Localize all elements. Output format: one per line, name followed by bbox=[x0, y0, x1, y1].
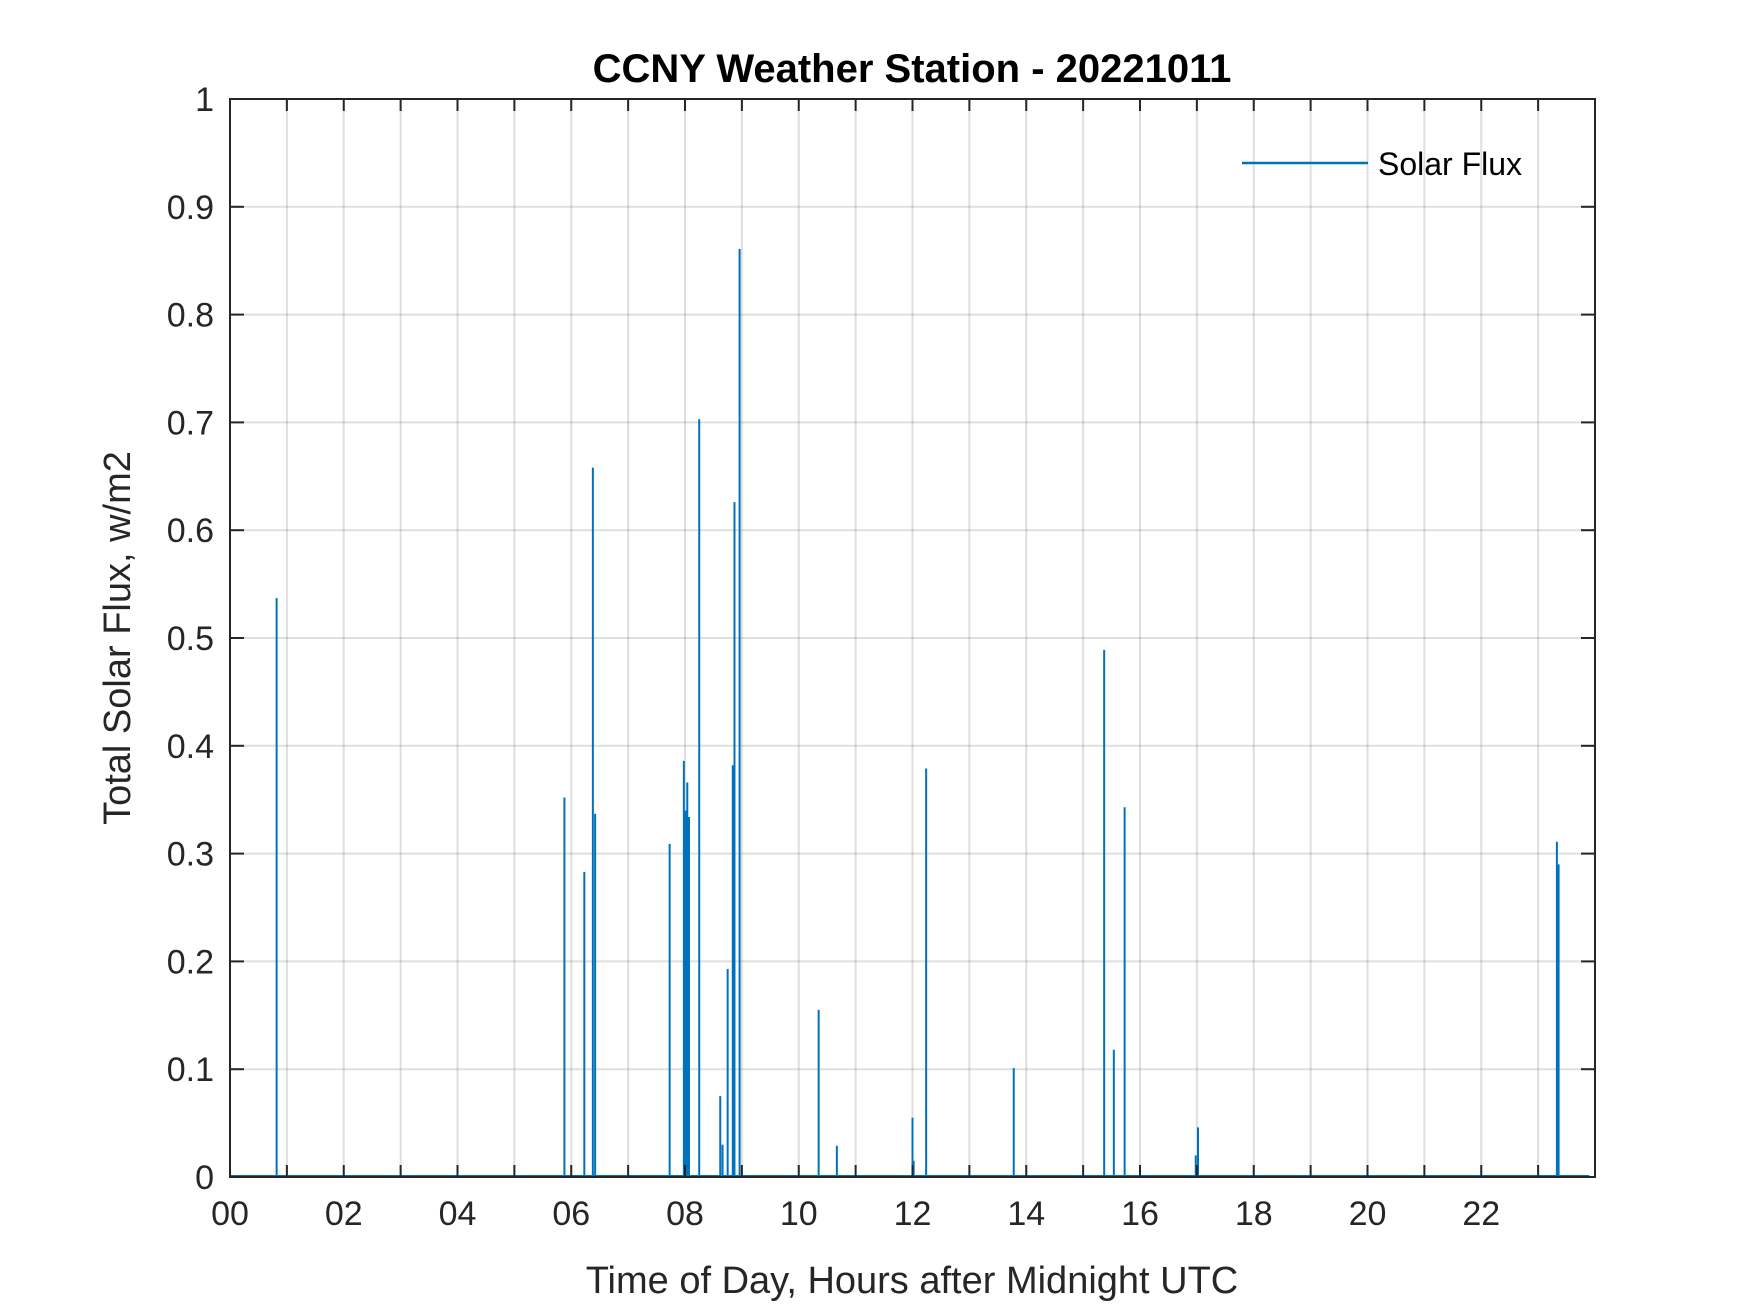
x-tick-label: 16 bbox=[1121, 1195, 1159, 1233]
x-axis-label: Time of Day, Hours after Midnight UTC bbox=[586, 1260, 1239, 1302]
x-tick-label: 08 bbox=[666, 1195, 704, 1233]
y-tick-label: 0.4 bbox=[167, 728, 214, 766]
x-tick-label: 06 bbox=[552, 1195, 590, 1233]
x-tick-label: 14 bbox=[1007, 1195, 1045, 1233]
axis-ticks bbox=[230, 98, 1595, 1178]
y-tick-labels: 0 0.1 0.2 0.3 0.4 0.5 0.6 0.7 0.8 0.9 1 bbox=[167, 81, 214, 1197]
x-tick-label: 20 bbox=[1349, 1195, 1387, 1233]
chart-title: CCNY Weather Station - 20221011 bbox=[593, 47, 1232, 91]
x-tick-label: 10 bbox=[780, 1195, 818, 1233]
x-tick-label: 12 bbox=[894, 1195, 932, 1233]
y-tick-label: 0.1 bbox=[167, 1051, 214, 1089]
y-tick-label: 0.2 bbox=[167, 943, 214, 981]
y-tick-label: 0.3 bbox=[167, 836, 214, 874]
x-tick-label: 02 bbox=[325, 1195, 363, 1233]
legend[interactable]: Solar Flux bbox=[1242, 146, 1522, 182]
y-tick-label: 0.8 bbox=[167, 297, 214, 335]
y-tick-label: 1 bbox=[195, 81, 214, 119]
x-tick-label: 18 bbox=[1235, 1195, 1273, 1233]
legend-entry-solar-flux: Solar Flux bbox=[1378, 146, 1522, 182]
y-tick-label: 0.6 bbox=[167, 512, 214, 550]
y-tick-label: 0.5 bbox=[167, 620, 214, 658]
grid-lines bbox=[230, 99, 1595, 1177]
plot-area bbox=[230, 99, 1595, 1177]
y-tick-label: 0.9 bbox=[167, 189, 214, 227]
x-tick-label: 04 bbox=[439, 1195, 477, 1233]
x-tick-label: 22 bbox=[1462, 1195, 1500, 1233]
x-tick-label: 00 bbox=[211, 1195, 249, 1233]
x-tick-labels: 00 02 04 06 08 10 12 14 16 18 20 22 bbox=[211, 1195, 1500, 1233]
y-tick-label: 0 bbox=[195, 1159, 214, 1197]
y-tick-label: 0.7 bbox=[167, 404, 214, 442]
y-axis-label: Total Solar Flux, w/m2 bbox=[97, 451, 139, 825]
